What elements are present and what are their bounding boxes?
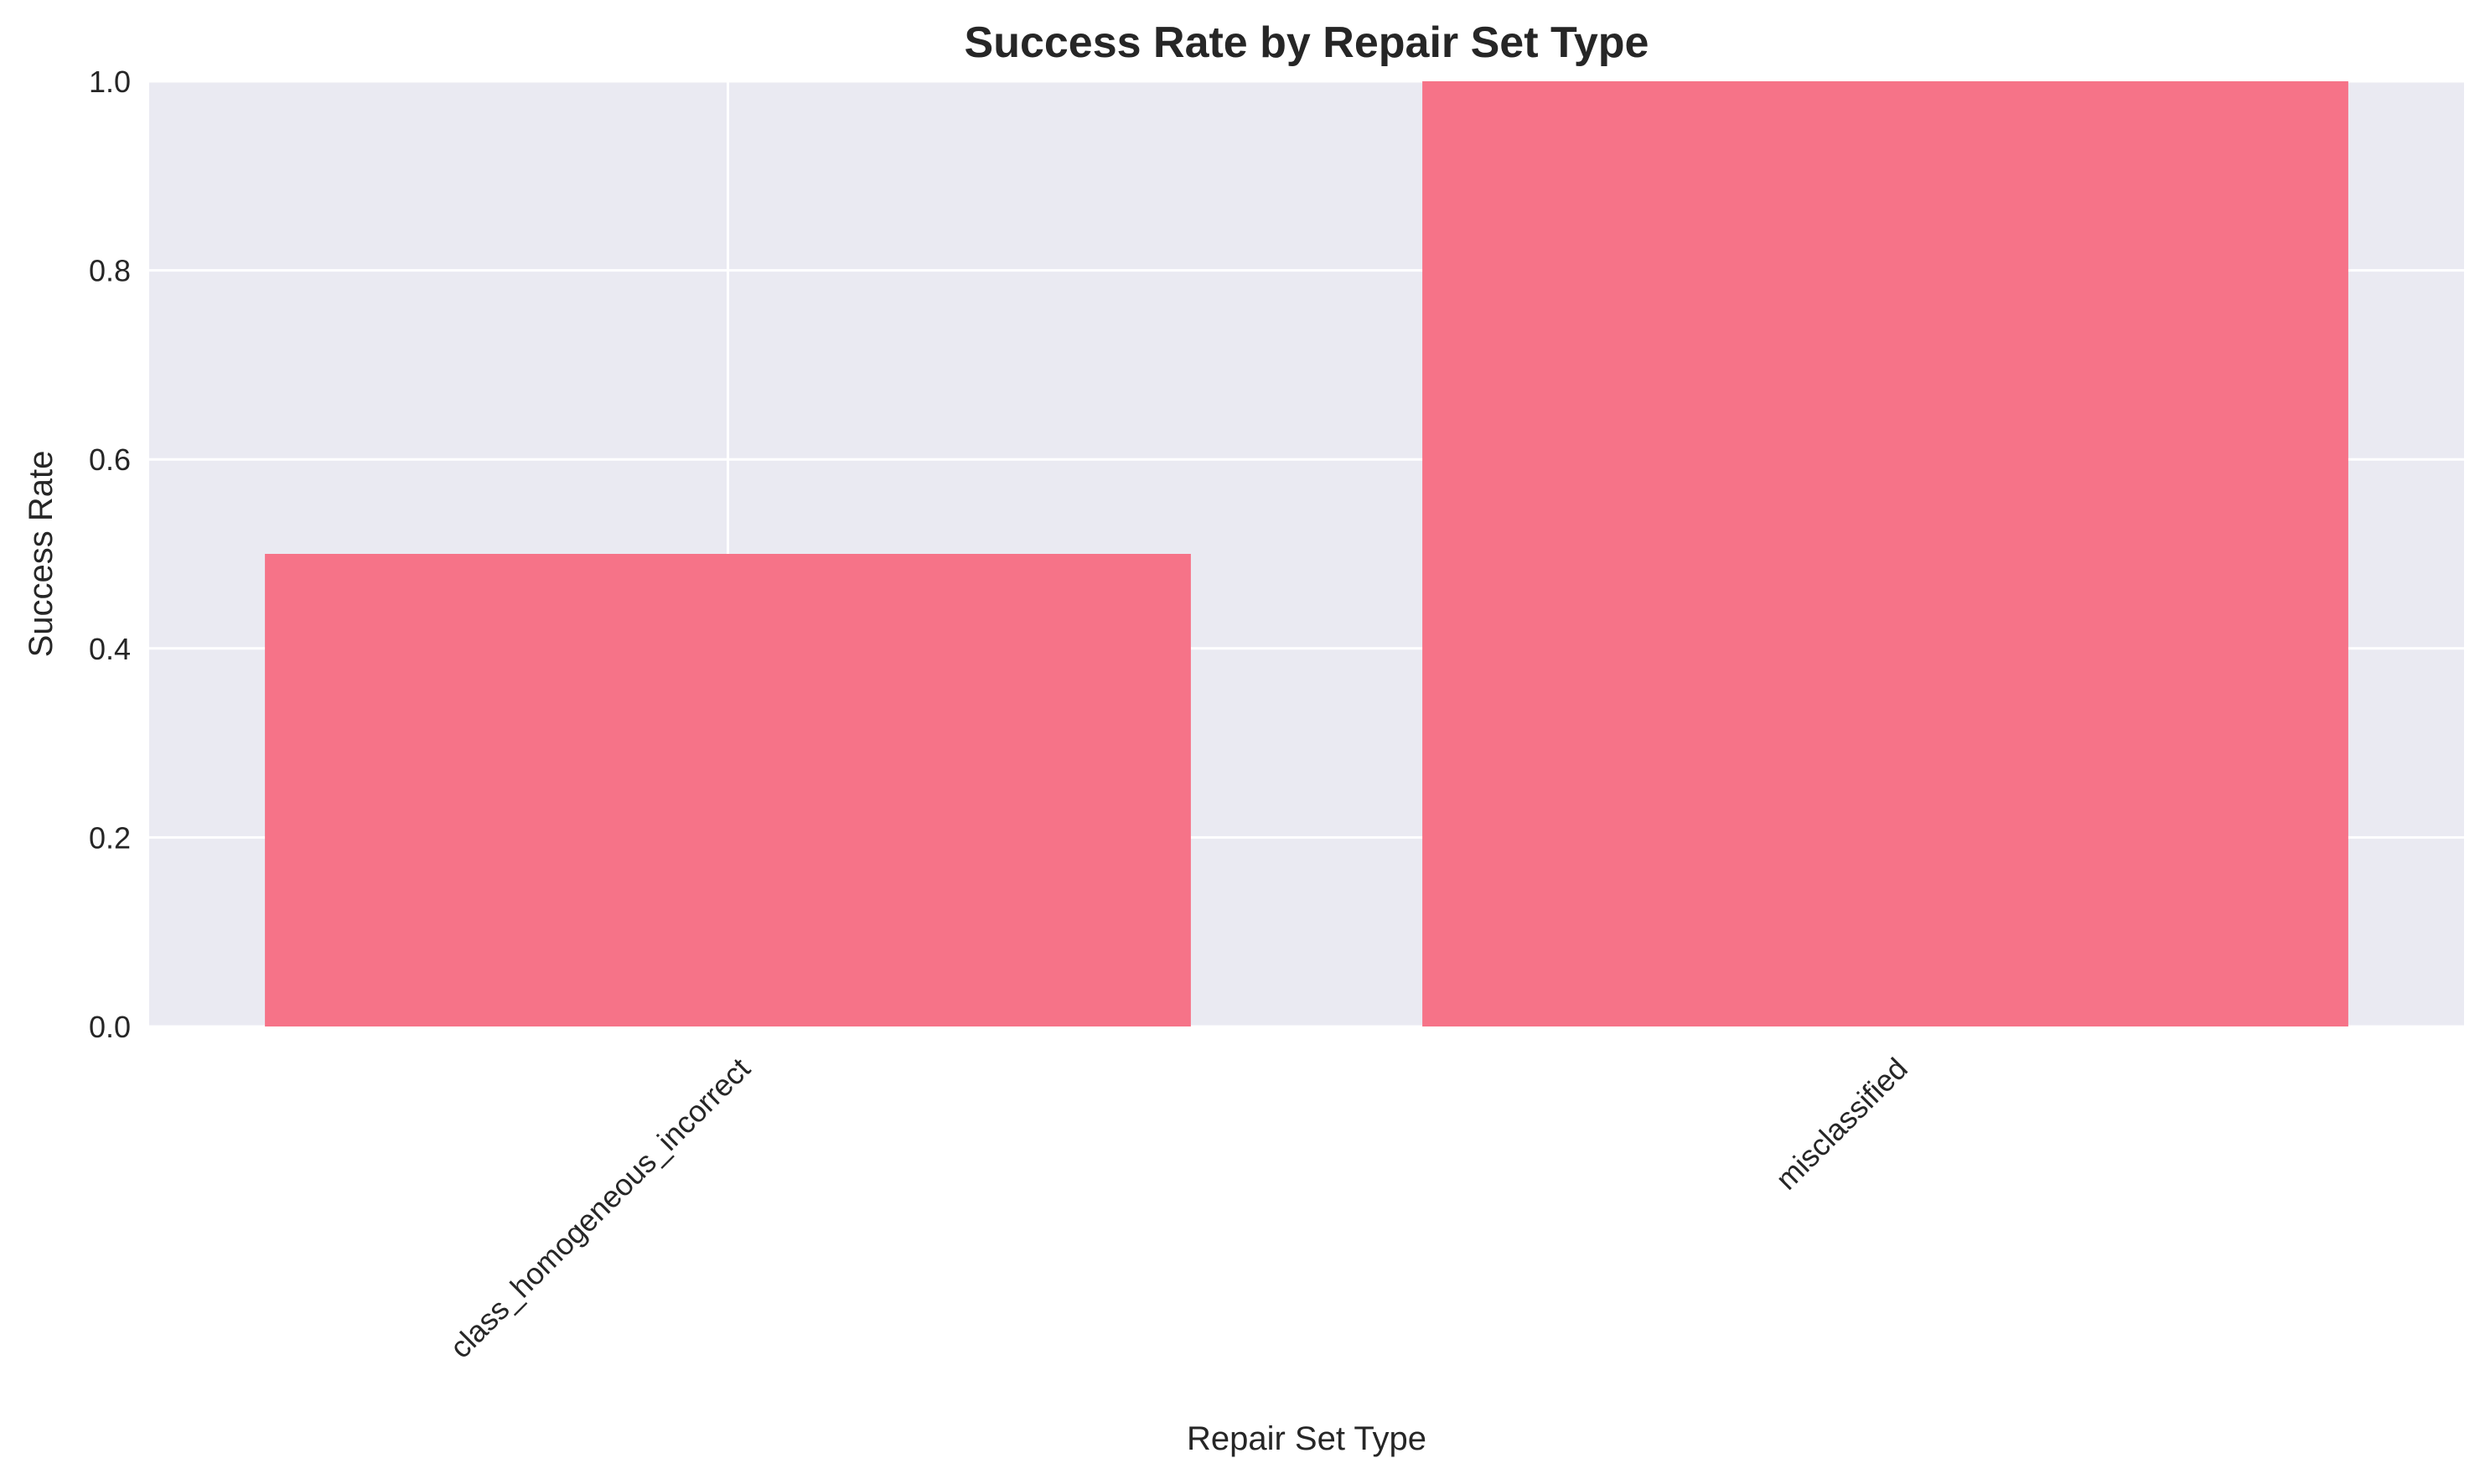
y-tick-label: 0.6 xyxy=(89,442,131,477)
y-tick-label: 0.2 xyxy=(89,820,131,855)
y-tick-label: 0.4 xyxy=(89,632,131,666)
x-axis-label: Repair Set Type xyxy=(1187,1420,1426,1457)
y-tick-label: 0.8 xyxy=(89,254,131,288)
y-axis-ticks: 0.0 0.2 0.4 0.6 0.8 1.0 xyxy=(89,65,131,1044)
y-axis-label: Success Rate xyxy=(23,451,60,658)
y-tick-label: 0.0 xyxy=(89,1010,131,1044)
y-tick-label: 1.0 xyxy=(89,65,131,99)
bar-misclassified xyxy=(1422,81,2348,1026)
bars xyxy=(265,81,2348,1026)
chart-title: Success Rate by Repair Set Type xyxy=(965,18,1649,67)
bar-class-homogeneous-incorrect xyxy=(265,554,1191,1026)
